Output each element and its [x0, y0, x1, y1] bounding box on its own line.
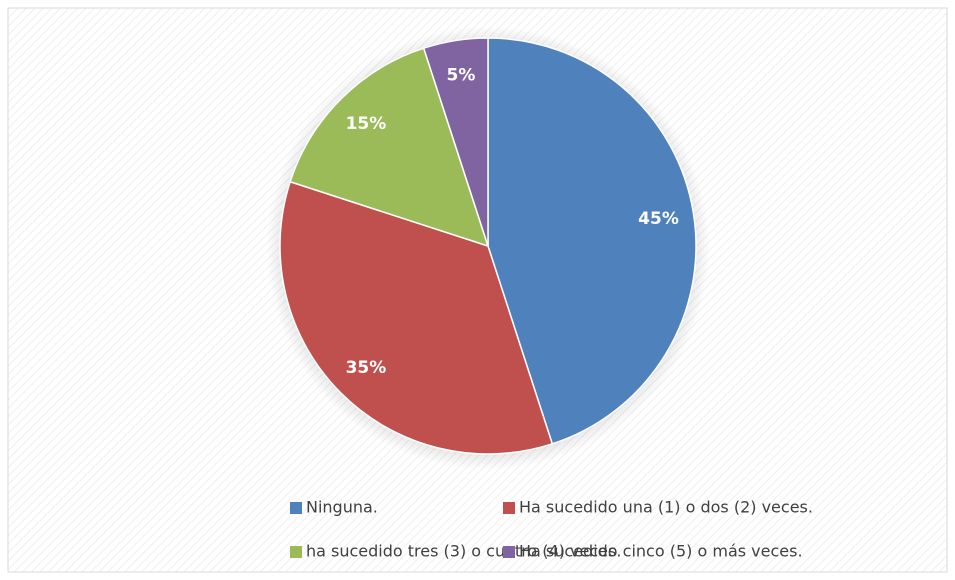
legend-label: ha sucedido tres (3) o cuatro (4) veces. — [306, 542, 621, 561]
data-label: 45% — [638, 209, 679, 229]
pie-slice — [487, 37, 697, 445]
data-label: 15% — [346, 114, 387, 134]
legend-label: Ninguna. — [306, 498, 378, 517]
data-label: 35% — [346, 358, 387, 378]
pie-slice — [289, 47, 490, 248]
legend-label: Ha sucedido una (1) o dos (2) veces. — [519, 498, 813, 517]
legend-swatch — [290, 502, 302, 514]
legend-swatch — [503, 502, 515, 514]
legend-swatch — [290, 546, 302, 558]
pie-slice — [279, 180, 554, 455]
legend-label: Ha sucedido cinco (5) o más veces. — [519, 542, 803, 561]
pie-slice — [422, 37, 489, 247]
legend-swatch — [503, 546, 515, 558]
data-label: 5% — [447, 65, 476, 85]
